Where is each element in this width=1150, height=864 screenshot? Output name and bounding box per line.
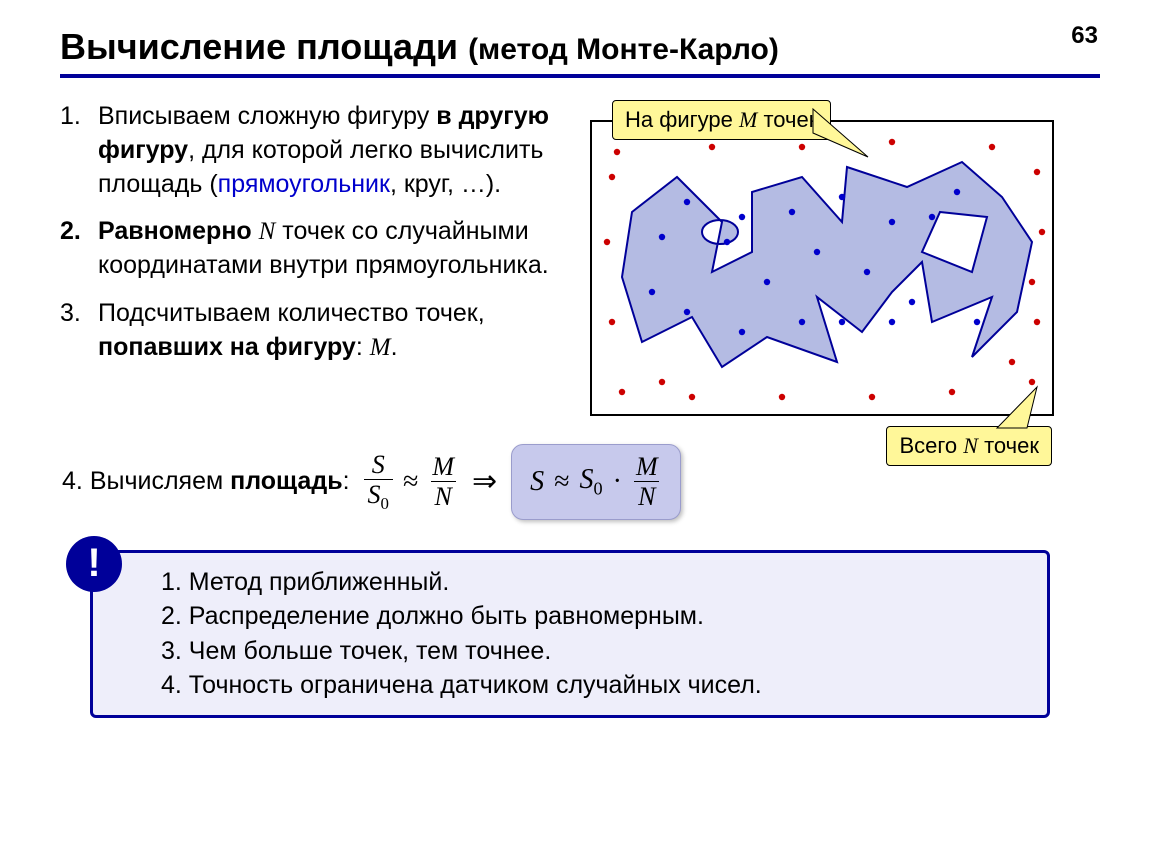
fraction: S S0 (364, 451, 393, 513)
callout-text: Всего (899, 433, 963, 458)
dot: · (613, 466, 622, 498)
note-item: 2. Распределение должно быть равномерным… (161, 599, 1029, 634)
step-link: прямоугольник (218, 170, 390, 198)
step-text: . (391, 333, 398, 361)
frac-bot: S0 (364, 479, 393, 513)
step-text: Подсчитываем количество точек, (98, 299, 485, 327)
callout-tail-icon (813, 109, 873, 169)
step-num: 4. (62, 467, 83, 495)
subscript: 0 (381, 494, 389, 513)
step-4: 4. Вычисляем площадь: (62, 467, 350, 496)
title-row: Вычисление площади (метод Монте-Карло) (60, 26, 1100, 78)
callout-text: точек (757, 107, 818, 132)
step-var: M (370, 334, 391, 361)
step-num: 2. (60, 215, 81, 249)
title-sub: (метод Монте-Карло) (468, 33, 779, 66)
sym-base: S (580, 464, 594, 495)
steps-list: 1. Вписываем сложную фигуру в другую фиг… (60, 100, 560, 364)
note-item: 1. Метод приближенный. (161, 565, 1029, 600)
callout-top: На фигуре M точек (612, 100, 831, 140)
step-var: N (259, 218, 276, 245)
step-2: 2. Равномерно N точек со случайными коор… (60, 215, 560, 283)
title-main: Вычисление площади (60, 26, 468, 67)
frac-top: S (368, 451, 389, 479)
step-3: 3. Подсчитываем количество точек, попавш… (60, 297, 560, 365)
step-text: : (356, 333, 370, 361)
frac-bot: N (431, 481, 456, 510)
callout-var: M (739, 107, 757, 132)
note-item: 4. Точность ограничена датчиком случайны… (161, 668, 1029, 703)
callout-tail-icon (997, 391, 1057, 431)
exclamation-icon: ! (66, 536, 122, 592)
frac-top: M (428, 453, 458, 481)
fraction: M N (632, 453, 662, 511)
callout-text: На фигуре (625, 107, 739, 132)
sym: S0 (580, 464, 603, 500)
notes: ! 1. Метод приближенный. 2. Распределени… (90, 550, 1050, 718)
frac-bot: N (634, 481, 659, 510)
step-text: , круг, …). (390, 170, 501, 198)
step-num: 3. (60, 297, 81, 331)
notes-box: 1. Метод приближенный. 2. Распределение … (90, 550, 1050, 718)
step-1: 1. Вписываем сложную фигуру в другую фиг… (60, 100, 560, 201)
fraction: M N (428, 453, 458, 511)
frac-sym: S (368, 480, 381, 509)
shape (622, 162, 1032, 367)
step-num: 1. (60, 100, 81, 134)
formula-box: S ≈ S0 · M N (511, 444, 680, 520)
approx: ≈ (403, 466, 418, 498)
formula-rhs: S ≈ S0 · M N (530, 453, 661, 511)
step-text: Вписываем сложную фигуру (98, 102, 436, 130)
step-text: Вычисляем (90, 467, 230, 495)
page-number: 63 (1071, 22, 1098, 50)
callout-text: точек (978, 433, 1039, 458)
formula-lhs: S S0 ≈ M N (364, 451, 459, 513)
step-bold: попавших на фигуру (98, 333, 356, 361)
step-bold: площадь (230, 467, 342, 495)
approx: ≈ (554, 466, 569, 498)
step-bold: Равномерно (98, 217, 259, 245)
arrow-icon: ⇒ (472, 464, 497, 499)
sym: S (530, 466, 544, 498)
subscript: 0 (594, 479, 603, 499)
callout-var: N (963, 433, 978, 458)
callout-bottom: Всего N точек (886, 426, 1052, 466)
step-text: : (343, 467, 350, 495)
diagram: На фигуре M точек Всего N точек (578, 100, 1058, 440)
frac-top: M (632, 453, 662, 481)
note-item: 3. Чем больше точек, тем точнее. (161, 634, 1029, 669)
